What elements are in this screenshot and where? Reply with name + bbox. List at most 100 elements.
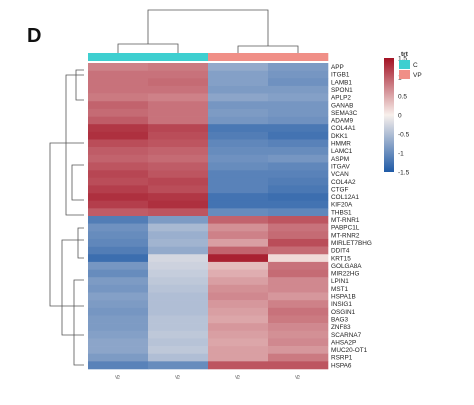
column-label: ℓ5 bbox=[115, 375, 121, 380]
legend-label-vp: VP bbox=[413, 72, 422, 79]
heatmap-cell bbox=[208, 338, 269, 347]
heatmap-cell bbox=[148, 116, 209, 125]
heatmap-cell bbox=[88, 307, 149, 316]
panel-label: D bbox=[27, 25, 41, 47]
heatmap-cell bbox=[208, 101, 269, 110]
row-label: SEMA3C bbox=[331, 110, 358, 117]
color-scale-tick: 0.5 bbox=[398, 93, 407, 100]
heatmap-cell bbox=[208, 70, 269, 79]
heatmap-cell bbox=[148, 63, 209, 71]
heatmap-cell bbox=[208, 108, 269, 117]
heatmap-cell bbox=[88, 284, 149, 293]
row-labels: APPITGB1LAMB1SPON1APLP2GANABSEMA3CADAM9C… bbox=[331, 64, 372, 369]
heatmap-cell bbox=[88, 261, 149, 270]
heatmap-cell bbox=[88, 101, 149, 110]
heatmap-cell bbox=[268, 277, 329, 286]
heatmap-cell bbox=[148, 330, 209, 339]
row-label: DDIT4 bbox=[331, 248, 350, 255]
heatmap-cell bbox=[148, 177, 209, 186]
heatmap-cell bbox=[148, 85, 209, 94]
heatmap-cell bbox=[268, 208, 329, 217]
row-dendrogram-lower bbox=[61, 239, 84, 336]
heatmap-cell bbox=[148, 338, 209, 347]
row-label: COL4A2 bbox=[331, 179, 356, 186]
heatmap-cell bbox=[148, 300, 209, 309]
heatmap-cell bbox=[208, 200, 269, 209]
row-label: COL4A1 bbox=[331, 125, 356, 132]
heatmap-cell bbox=[208, 330, 269, 339]
row-label: MIR22HG bbox=[331, 271, 359, 278]
heatmap-cell bbox=[208, 269, 269, 278]
heatmap-cell bbox=[88, 116, 149, 125]
heatmap-cell bbox=[268, 231, 329, 240]
heatmap-cell bbox=[268, 238, 329, 247]
heatmap-cell bbox=[148, 147, 209, 156]
heatmap-cell bbox=[268, 216, 329, 224]
heatmap-cell bbox=[88, 131, 149, 140]
heatmap-cell bbox=[88, 124, 149, 133]
heatmap-cell bbox=[148, 323, 209, 332]
heatmap-cell bbox=[88, 216, 149, 224]
heatmap-cell bbox=[208, 131, 269, 140]
heatmap-cell bbox=[208, 162, 269, 171]
heatmap-cell bbox=[268, 93, 329, 102]
heatmap-cell bbox=[148, 223, 209, 232]
heatmap-cell bbox=[208, 238, 269, 247]
color-scale-tick: -0.5 bbox=[398, 131, 410, 138]
heatmap-cell bbox=[208, 307, 269, 316]
heatmap-cell bbox=[208, 353, 269, 362]
heatmap-cell bbox=[148, 246, 209, 255]
heatmap-cell bbox=[88, 139, 149, 148]
row-label: BAG3 bbox=[331, 316, 348, 323]
heatmap-cell bbox=[88, 200, 149, 209]
heatmap-cell bbox=[208, 284, 269, 293]
heatmap-cell bbox=[148, 361, 209, 370]
heatmap-cell bbox=[268, 185, 329, 194]
heatmap-cell bbox=[88, 170, 149, 179]
annotation-cell bbox=[268, 53, 329, 61]
row-label: THBS1 bbox=[331, 209, 352, 216]
row-dendrogram-lower-a bbox=[77, 227, 84, 259]
heatmap-cell bbox=[268, 200, 329, 209]
heatmap-cell bbox=[208, 139, 269, 148]
row-label: INSIG1 bbox=[331, 301, 352, 308]
color-scale-bar bbox=[384, 58, 394, 172]
heatmap-cell bbox=[88, 85, 149, 94]
heatmap-cell bbox=[148, 70, 209, 79]
row-label: MIRLET7BHG bbox=[331, 240, 372, 247]
heatmap-cell bbox=[148, 139, 209, 148]
row-label: ITGB1 bbox=[331, 72, 350, 79]
heatmap-cell bbox=[148, 93, 209, 102]
column-label: ℓ5 bbox=[235, 375, 241, 380]
heatmap-cell bbox=[268, 70, 329, 79]
heatmap-cell bbox=[148, 307, 209, 316]
row-label: PABPC1L bbox=[331, 225, 360, 232]
heatmap-cell bbox=[88, 231, 149, 240]
heatmap-cell bbox=[208, 154, 269, 163]
legend: 1.510.50-0.5-1-1.5 trt C VP bbox=[384, 51, 422, 176]
row-label: ITGAV bbox=[331, 163, 350, 170]
heatmap-cell bbox=[268, 254, 329, 263]
heatmap-cell bbox=[88, 246, 149, 255]
heatmap-cell bbox=[88, 93, 149, 102]
heatmap-cell bbox=[208, 124, 269, 133]
heatmap-cell bbox=[208, 361, 269, 370]
heatmap-cell bbox=[268, 139, 329, 148]
heatmap-cell bbox=[208, 63, 269, 71]
heatmap-cell bbox=[148, 254, 209, 263]
heatmap-cell bbox=[268, 353, 329, 362]
column-dendrogram-branch-vp bbox=[237, 45, 299, 53]
heatmap-cell bbox=[88, 300, 149, 309]
legend-swatch-c bbox=[399, 60, 410, 69]
heatmap-cell bbox=[88, 63, 149, 71]
heatmap-cell bbox=[148, 131, 209, 140]
row-dendrogram-upper-b bbox=[71, 164, 84, 201]
heatmap-cell bbox=[208, 185, 269, 194]
heatmap-cell bbox=[148, 193, 209, 201]
heatmap-cell bbox=[268, 315, 329, 324]
heatmap-cell bbox=[148, 154, 209, 163]
heatmap-cell bbox=[88, 338, 149, 347]
heatmap-cell bbox=[268, 346, 329, 354]
heatmap-cell bbox=[148, 277, 209, 286]
column-dendrogram-branch-c bbox=[117, 43, 179, 53]
